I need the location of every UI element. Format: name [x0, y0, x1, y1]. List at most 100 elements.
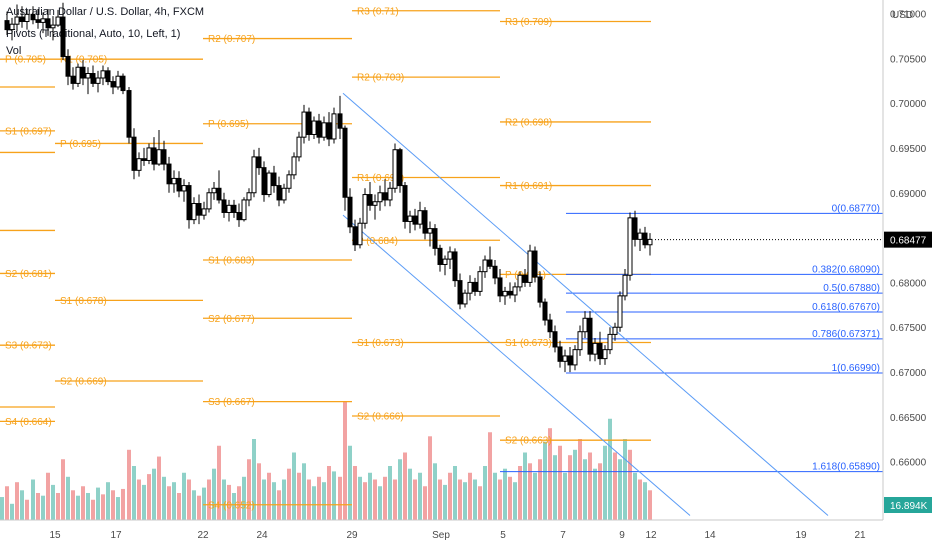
candle-body	[542, 301, 548, 321]
pivot-label: P (0.684)	[357, 236, 398, 247]
fib-level-label: 0(0.68770)	[832, 203, 880, 214]
candle-body	[577, 331, 583, 351]
pivot-label: R1 (0.692)	[357, 173, 404, 184]
price-axis-tick: 0.70000	[890, 99, 927, 110]
candle-body	[547, 319, 553, 333]
volume-bar	[76, 495, 80, 520]
pivot-label: R1 (0.705)	[60, 55, 107, 66]
volume-bar	[513, 482, 517, 520]
candle-body	[457, 280, 463, 305]
candles-layer	[4, 2, 653, 373]
candle-body	[612, 326, 618, 335]
volume-bar	[373, 479, 377, 520]
candle-body	[176, 177, 182, 192]
volume-bar	[398, 459, 402, 520]
volume-bar	[498, 479, 502, 520]
pivot-label: R2 (0.698)	[505, 117, 552, 128]
candle-body	[367, 194, 373, 206]
volume-bar	[152, 468, 156, 520]
candle-body	[156, 149, 162, 165]
volume-bar	[121, 488, 125, 520]
volume-bar	[603, 445, 607, 520]
volume-bar	[533, 472, 537, 520]
time-axis-tick: 29	[346, 530, 358, 541]
candle-body	[191, 203, 197, 221]
volume-bar	[10, 503, 14, 520]
candle-body	[211, 187, 217, 194]
time-axis-tick: 19	[795, 530, 807, 541]
volume-bar	[307, 479, 311, 520]
candle-body	[472, 281, 478, 292]
volume-bar	[493, 472, 497, 520]
volume-bar	[96, 487, 100, 520]
price-axis-tick: 0.68000	[890, 278, 927, 289]
volume-bar	[593, 468, 597, 520]
volume-bar	[5, 486, 9, 520]
candle-body	[45, 18, 51, 29]
candle-body	[326, 122, 332, 140]
candle-body	[221, 199, 227, 213]
candle-body	[286, 174, 292, 189]
candle-body	[231, 204, 237, 213]
candle-body	[627, 217, 633, 276]
volume-bar	[643, 482, 647, 520]
pivot-label: P (0.695)	[208, 119, 249, 130]
volume-bar	[353, 466, 357, 520]
price-tags-layer: 0.68477 16.894K	[655, 231, 932, 513]
candle-body	[587, 317, 593, 355]
volume-bar	[393, 479, 397, 520]
candle-body	[347, 196, 353, 228]
candle-body	[387, 187, 393, 201]
volume-bar	[583, 459, 587, 520]
candle-body	[196, 203, 202, 216]
time-axis-tick: 14	[704, 530, 716, 541]
volume-bar	[46, 472, 50, 520]
candle-body	[115, 75, 121, 88]
pivot-label: S3 (0.667)	[208, 397, 255, 408]
price-axis-tick: 0.69500	[890, 144, 927, 155]
candle-body	[522, 274, 528, 283]
candle-body	[412, 215, 418, 225]
volume-bar	[568, 455, 572, 520]
pivot-label: S2 (0.666)	[357, 412, 404, 423]
price-axis-tick: 0.67000	[890, 368, 927, 379]
candle-body	[80, 66, 86, 79]
candle-body	[120, 75, 126, 92]
volume-tag: 16.894K	[890, 501, 928, 512]
candle-body	[377, 192, 383, 203]
candle-body	[19, 16, 25, 23]
volume-bar	[127, 449, 131, 520]
volume-indicator-label[interactable]: Vol	[6, 45, 22, 57]
volume-bar	[478, 486, 482, 520]
volume-bar	[383, 476, 387, 520]
pivots-indicator-label[interactable]: Pivots (Traditional, Auto, 10, Left, 1)	[6, 28, 181, 40]
candle-body	[337, 113, 343, 129]
candle-body	[442, 258, 448, 265]
candle-body	[75, 66, 81, 84]
candle-body	[146, 147, 152, 161]
candle-body	[65, 55, 71, 77]
volume-bar	[262, 479, 266, 520]
candle-body	[447, 251, 453, 260]
candle-body	[14, 16, 20, 25]
volume-bar	[101, 494, 105, 520]
volume-bar	[332, 471, 336, 520]
volume-bar	[418, 472, 422, 520]
volume-bar	[116, 497, 120, 520]
candle-body	[342, 127, 348, 198]
volume-bar	[628, 449, 632, 520]
volume-bar	[267, 472, 271, 520]
volume-bar	[528, 463, 532, 520]
fib-level-label: 1.618(0.65890)	[812, 462, 880, 473]
volume-bar	[488, 432, 492, 520]
volume-bar	[111, 490, 115, 520]
candle-body	[512, 286, 518, 296]
time-axis-tick: 15	[49, 530, 61, 541]
fib-level-label: 0.5(0.67880)	[823, 283, 880, 294]
candle-body	[95, 77, 101, 84]
volume-bar	[252, 439, 256, 520]
candle-body	[402, 185, 408, 222]
volume-bar	[538, 459, 542, 520]
volume-bar	[558, 445, 562, 520]
